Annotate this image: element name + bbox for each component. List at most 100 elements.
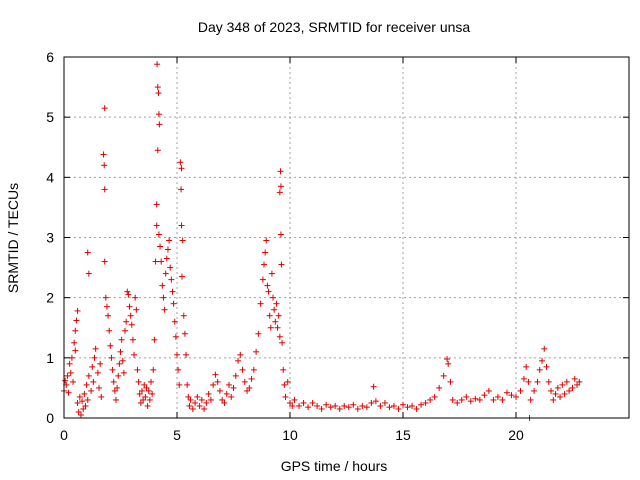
data-point [278,261,285,268]
data-point [276,333,283,340]
x-tick-label: 0 [60,427,68,443]
data-point [563,378,570,385]
data-point [270,294,277,301]
data-point [153,201,160,208]
data-point [534,378,541,385]
data-point [112,396,119,403]
data-point [377,402,384,409]
data-point [171,318,178,325]
data-point [83,381,90,388]
data-point [167,264,174,271]
data-point [187,396,194,403]
data-point [192,399,199,406]
data-point [111,387,118,394]
data-point [124,288,131,295]
data-point [152,258,159,265]
y-axis-label: SRMTID / TECUs [5,183,21,293]
data-point [137,399,144,406]
data-point [566,387,573,394]
data-point [155,111,162,118]
data-point [64,372,71,379]
data-point [508,392,515,399]
y-tick-label: 1 [46,350,54,366]
data-point [156,121,163,128]
data-point [554,384,561,391]
data-point [538,357,545,364]
data-point [332,402,339,409]
data-point [100,151,107,158]
data-point [119,357,126,364]
data-point [436,384,443,391]
data-point [85,372,92,379]
y-tick-label: 2 [46,290,54,306]
data-point [214,378,221,385]
data-point [145,387,152,394]
data-point [409,402,416,409]
data-point [445,360,452,367]
data-point [160,294,167,301]
data-point [454,399,461,406]
data-point [272,318,279,325]
data-point [166,237,173,244]
data-point [273,300,280,307]
data-point [543,363,550,370]
data-point [548,387,555,394]
data-point [458,396,465,403]
x-axis-label: GPS time / hours [281,458,388,474]
data-point [74,307,81,314]
data-point [201,405,208,412]
data-point [76,393,83,400]
data-point [531,387,538,394]
data-point [207,396,214,403]
data-point [88,387,95,394]
data-point [107,342,114,349]
data-point [232,372,239,379]
data-point [276,189,283,196]
data-point [257,300,264,307]
data-point [135,378,142,385]
data-point [85,270,92,277]
data-point [178,165,185,172]
data-point [235,357,242,364]
data-point [363,404,370,411]
data-point [261,261,268,268]
data-point [212,371,219,378]
data-point [341,402,348,409]
data-point [370,383,377,390]
data-point [444,356,451,363]
data-point [123,318,130,325]
data-point [291,396,298,403]
data-point [154,147,161,154]
data-point [105,312,112,319]
data-point [576,378,583,385]
data-point [179,237,186,244]
data-point [550,396,557,403]
data-point [262,249,269,256]
data-point [210,381,217,388]
data-point [178,222,185,229]
x-tick-label: 15 [395,427,411,443]
y-tick-label: 5 [46,109,54,125]
data-point [230,384,237,391]
data-point [427,396,434,403]
data-point [170,300,177,307]
data-point [65,389,72,396]
data-point [571,375,578,382]
data-point [114,384,121,391]
data-point [314,402,321,409]
data-point [467,398,474,405]
data-point [203,399,210,406]
data-point [163,255,170,262]
data-point [185,393,192,400]
data-point [449,396,456,403]
data-point [183,351,190,358]
data-point [128,321,135,328]
data-point [108,354,115,361]
data-point [132,294,139,301]
data-point [134,366,141,373]
data-point [81,390,88,397]
data-point [180,312,187,319]
data-point [91,354,98,361]
data-point [82,402,89,409]
